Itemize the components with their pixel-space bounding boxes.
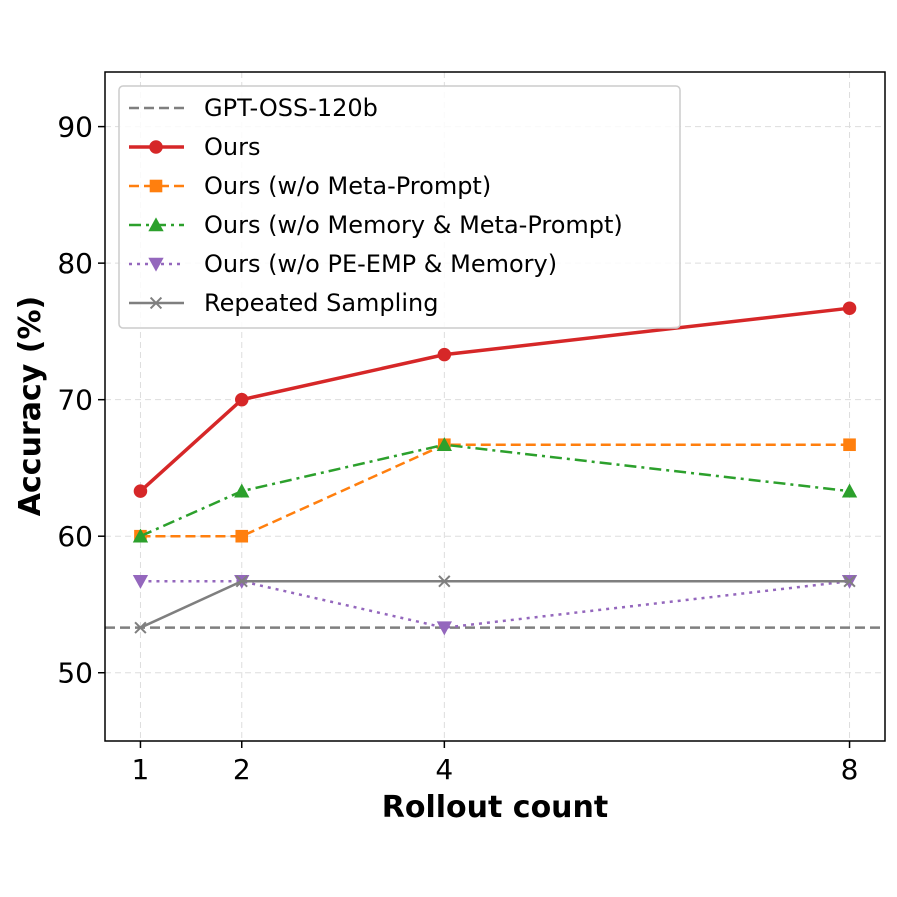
data-point [235,392,249,407]
data-point [438,575,451,588]
series-2 [132,437,858,543]
series-layer [132,301,858,636]
data-point-stroke-b [438,575,451,588]
legend: GPT-OSS-120b Ours Ours (w/o Meta-Prompt) Ou… [118,85,681,329]
legend-swatch-marker-stroke-b [149,296,163,310]
data-point [841,483,858,498]
data-point-stroke-b [843,575,856,588]
legend-swatch-marker [148,217,164,232]
legend-swatch-marker [149,179,163,193]
plot-frame [104,71,886,742]
data-point-stroke-b [134,621,147,634]
y-axis-title: Accuracy (%) [13,296,48,516]
data-point [842,301,857,315]
series-line [139,306,850,493]
y-tick-label: 60 [57,520,93,553]
legend-label: Ours (w/o Memory & Meta-Prompt) [204,211,623,239]
legend-label: Ours (w/o Meta-Prompt) [204,172,491,200]
legend-label: Ours (w/o PE-EMP & Memory) [204,250,557,278]
data-point [132,528,149,543]
legend-entry: Ours (w/o Memory & Meta-Prompt) [129,211,623,239]
legend-label: Ours [204,133,260,161]
data-point [134,621,147,634]
series-line [140,443,850,538]
legend-entry: GPT-OSS-120b [129,94,378,122]
data-point [437,347,452,362]
legend-label: GPT-OSS-120b [204,94,378,122]
legend-box [118,85,681,329]
data-point [436,437,453,452]
y-axis-ticks: 50 60 70 80 90 [57,111,105,690]
data-point [133,484,148,498]
legend-swatch-marker [148,257,164,272]
data-point-stroke-b [235,575,248,588]
x-tick-label: 8 [841,753,859,786]
data-point [843,575,856,588]
x-tick-label: 1 [132,753,150,786]
legend-swatch-marker [149,296,163,310]
legend-entry: Ours (w/o Meta-Prompt) [129,172,491,200]
series-0 [133,301,857,498]
series-4 [134,575,856,634]
series-line [139,580,850,629]
data-point [235,529,249,543]
legend-entry: Repeated Sampling [129,289,438,317]
y-tick-label: 90 [57,111,93,144]
data-point [436,621,453,636]
x-axis-title: Rollout count [382,790,608,825]
legend-items: GPT-OSS-120b Ours Ours (w/o Meta-Prompt) Ou… [129,94,623,317]
data-point [234,483,250,498]
x-tick-label: 2 [233,753,251,786]
data-point [132,574,149,589]
x-axis-ticks: 1 2 4 8 [132,741,859,786]
series-line [139,443,850,538]
data-point [843,438,856,452]
legend-label: Repeated Sampling [204,289,438,317]
y-tick-label: 70 [57,384,93,417]
series-line [140,580,850,629]
legend-entry: Ours [129,133,260,161]
y-tick-label: 50 [57,657,93,690]
data-point [235,575,248,588]
legend-entry: Ours (w/o PE-EMP & Memory) [129,250,557,278]
y-tick-label: 80 [57,247,93,280]
x-tick-label: 4 [435,753,453,786]
legend-swatch-marker [149,140,163,154]
